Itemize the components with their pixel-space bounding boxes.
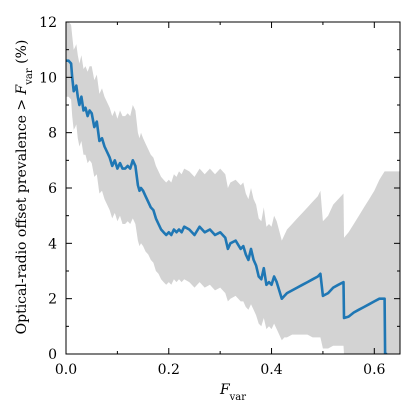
y-tick-label: 0: [48, 347, 57, 363]
y-tick-label: 8: [48, 126, 57, 142]
y-tick-label: 10: [39, 70, 57, 86]
series-line-layer: [66, 59, 388, 354]
series-line: [66, 59, 388, 354]
y-axis-label: Optical-radio offset prevalence > Fvar (…: [14, 40, 35, 335]
tick-layer: 0.0 0.2 0.4 0.6 0 2 4 6 8 10 12: [39, 15, 400, 378]
confidence-band: [66, 22, 400, 354]
y-tick-label: 6: [48, 181, 57, 197]
x-tick-label: 0.4: [260, 362, 282, 378]
y-tick-label: 2: [48, 292, 57, 308]
x-tick-label: 0.0: [55, 362, 77, 378]
y-tick-label: 12: [39, 15, 57, 31]
y-tick-label: 4: [48, 236, 57, 252]
x-tick-label: 0.6: [363, 362, 385, 378]
x-axis-label: Fvar: [219, 382, 246, 403]
confidence-band-layer: [66, 22, 400, 354]
x-tick-label: 0.2: [158, 362, 180, 378]
